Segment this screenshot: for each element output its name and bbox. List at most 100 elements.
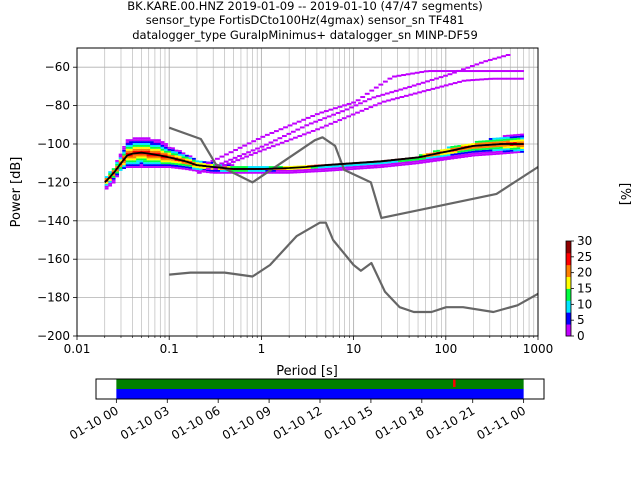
density-cell <box>232 156 238 159</box>
density-cell <box>481 140 486 143</box>
density-cell <box>122 155 127 158</box>
density-cell <box>239 157 245 160</box>
density-cell <box>286 168 291 170</box>
density-cell <box>488 153 493 156</box>
density-cell <box>143 160 147 163</box>
density-cell <box>321 166 326 169</box>
density-cell <box>178 150 182 152</box>
density-cell <box>421 90 427 93</box>
density-cell <box>337 105 343 108</box>
density-cell <box>209 171 214 174</box>
density-cell <box>356 167 360 170</box>
density-cell <box>373 164 378 167</box>
density-cell <box>467 153 472 156</box>
density-cell <box>487 70 493 73</box>
density-cell <box>150 141 154 144</box>
density-cell <box>467 147 472 150</box>
density-cell <box>303 169 308 171</box>
density-cell <box>471 150 476 153</box>
density-cell <box>464 144 469 146</box>
density-cell <box>345 164 350 167</box>
density-cell <box>240 166 245 168</box>
density-cell <box>254 171 259 174</box>
density-cell <box>457 150 462 153</box>
density-cell <box>335 169 339 172</box>
density-cell <box>450 157 455 160</box>
density-cell <box>115 161 120 164</box>
density-cell <box>188 163 193 165</box>
colorbar-segment <box>566 312 571 325</box>
density-cell <box>192 165 196 168</box>
density-cell <box>495 141 500 144</box>
density-cell <box>257 150 263 153</box>
density-cell <box>513 141 518 144</box>
density-cell <box>212 169 217 172</box>
density-cell <box>233 169 238 172</box>
density-cell <box>174 149 179 152</box>
density-cell <box>129 160 133 163</box>
density-cell <box>324 124 329 127</box>
density-cell <box>122 165 127 168</box>
density-cell <box>502 137 507 139</box>
density-cell <box>492 147 497 150</box>
density-cell <box>471 146 476 149</box>
density-cell <box>488 149 493 152</box>
density-cell <box>520 148 525 151</box>
density-cell <box>492 77 498 80</box>
density-cell <box>118 165 123 168</box>
density-cell <box>429 152 434 155</box>
density-cell <box>317 168 322 171</box>
density-cell <box>420 81 426 84</box>
density-cell <box>288 138 294 141</box>
density-cell <box>443 152 448 155</box>
density-cell <box>160 152 165 155</box>
density-cell <box>502 148 507 151</box>
density-cell <box>377 162 381 165</box>
density-cell <box>157 141 161 144</box>
density-cell <box>496 56 502 59</box>
density-cell <box>111 175 116 178</box>
density-cell <box>513 147 518 150</box>
density-cell <box>391 164 395 167</box>
density-cell <box>219 164 224 167</box>
density-cell <box>371 96 377 99</box>
density-cell <box>516 141 521 144</box>
density-cell <box>174 155 179 158</box>
density-cell <box>129 143 133 145</box>
density-cell <box>118 168 123 171</box>
density-cell <box>474 142 479 145</box>
density-cell <box>333 107 338 110</box>
density-cell <box>143 156 147 159</box>
density-cell <box>478 146 483 149</box>
colorbar-tick-label: 25 <box>577 250 592 264</box>
density-cell <box>136 146 140 149</box>
density-cell <box>261 148 267 151</box>
y-axis-label: Power [dB] <box>9 157 24 228</box>
y-tick-label: −60 <box>45 60 70 74</box>
density-cell <box>342 104 347 107</box>
density-cell <box>153 143 158 145</box>
density-cell <box>335 167 339 170</box>
density-cell <box>247 169 252 172</box>
density-cell <box>356 165 360 168</box>
density-cell <box>499 146 504 149</box>
density-cell <box>146 166 151 168</box>
density-cell <box>143 143 147 145</box>
density-cell <box>502 140 507 143</box>
density-cell <box>467 143 472 146</box>
density-cell <box>497 77 502 80</box>
density-cell <box>153 162 158 165</box>
density-cell <box>136 158 140 161</box>
density-cell <box>461 68 466 71</box>
density-cell <box>310 129 316 132</box>
density-cell <box>150 164 154 167</box>
density-cell <box>202 168 207 171</box>
density-cell <box>195 166 200 169</box>
density-cell <box>129 144 133 147</box>
density-cell <box>240 171 245 174</box>
density-cell <box>499 152 504 155</box>
density-cell <box>226 171 231 174</box>
density-cell <box>422 161 427 164</box>
